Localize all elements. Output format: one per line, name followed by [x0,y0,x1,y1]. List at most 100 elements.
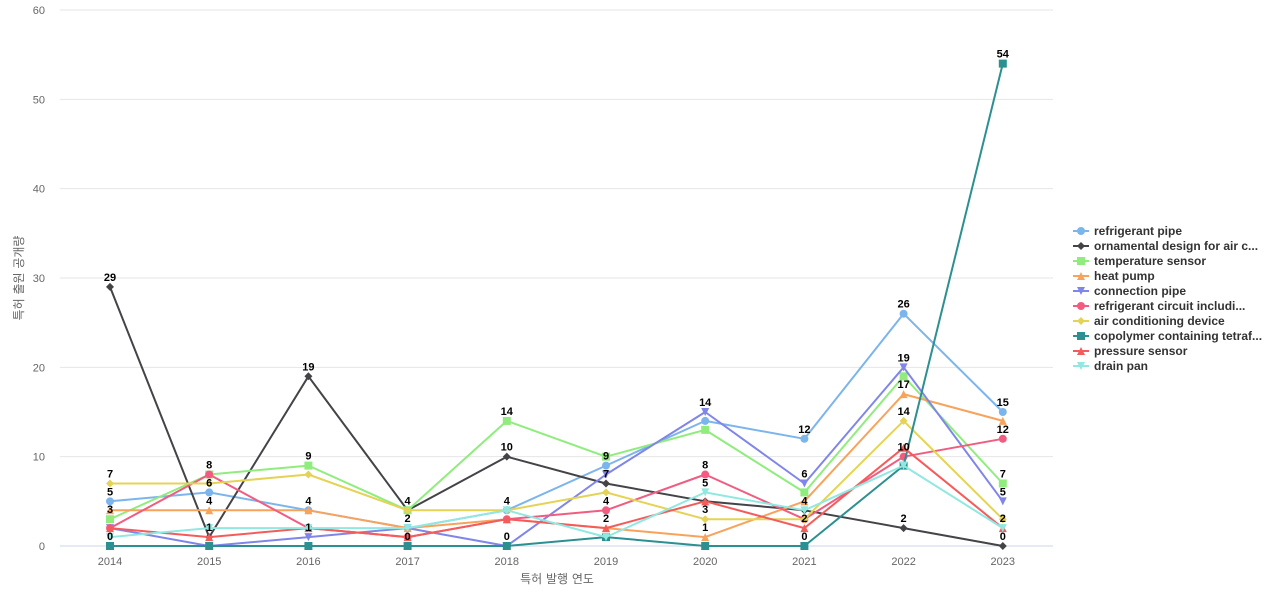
data-label: 5 [702,477,708,489]
legend-label: copolymer containing tetraf... [1094,329,1262,343]
legend-symbol [1077,227,1085,235]
legend-symbol [1077,272,1085,280]
data-point [205,488,214,497]
data-point [800,434,809,443]
data-point [998,479,1007,488]
data-point [800,488,809,497]
data-point [701,470,710,479]
data-point [998,408,1007,416]
data-point [205,524,214,533]
data-label: 15 [997,397,1009,409]
data-point [899,363,908,372]
data-label: 4 [206,495,213,507]
data-label: 2 [801,513,807,525]
data-point [602,470,610,479]
data-label: 8 [206,460,212,472]
y-axis-ticks: 0 10 20 30 40 50 60 [33,5,45,553]
data-point [403,542,412,550]
data-point [998,497,1007,506]
data-label: 14 [699,397,712,409]
data-label: 0 [107,531,113,543]
legend-item[interactable]: temperature sensor [1073,254,1206,268]
data-label: 2 [901,513,907,525]
x-tick-label: 2015 [197,556,221,568]
data-label: 8 [702,460,708,472]
data-point [106,533,114,542]
data-point [899,390,908,399]
data-point [701,408,710,416]
data-point [998,515,1007,524]
data-point [106,497,114,506]
legend-item[interactable]: drain pan [1073,359,1148,373]
data-label: 29 [104,272,116,284]
grid-lines [60,9,1053,458]
data-label: 2 [603,513,609,525]
legend-label: air conditioning device [1094,314,1225,328]
legend-symbol [1077,362,1085,370]
data-point [602,452,610,461]
data-point [998,524,1007,533]
data-point [701,425,710,434]
data-point [602,524,610,533]
y-tick-label: 30 [33,273,45,285]
data-label: 6 [801,468,807,480]
legend-item[interactable]: air conditioning device [1073,314,1225,328]
legend-symbol [1077,317,1085,325]
data-label: 4 [305,495,312,507]
data-label: 4 [504,495,511,507]
data-label: 9 [305,451,311,463]
data-label: 17 [897,379,909,391]
data-label: 14 [501,406,514,418]
legend-item[interactable]: refrigerant pipe [1073,224,1182,238]
x-tick-label: 2017 [395,556,419,568]
legend-label: heat pump [1094,269,1155,283]
data-point [205,533,214,542]
series-7 [106,416,1007,524]
data-label: 10 [897,442,909,454]
x-tick-label: 2019 [594,556,618,568]
x-axis-title: 특허 발행 연도 [520,571,594,586]
x-tick-label: 2014 [98,556,122,568]
series-line [109,375,1004,521]
legend-symbol [1077,347,1085,355]
data-label: 12 [798,424,810,436]
data-label: 0 [405,531,411,543]
data-point [800,497,809,506]
x-axis-ticks: 2014 2015 2016 2017 2018 2019 2020 2021 2022 2023 [98,556,1015,568]
legend-item[interactable]: connection pipe [1073,284,1186,298]
series-line [109,286,1003,547]
data-point [998,416,1007,425]
data-label: 5 [1000,486,1006,498]
data-point [502,515,511,524]
data-point [106,479,114,488]
data-label: 3 [107,504,113,516]
series-line [109,366,1004,547]
data-point [205,470,214,479]
y-tick-label: 50 [33,94,45,106]
data-label: 4 [801,495,808,507]
y-tick-label: 40 [33,184,45,196]
legend-label: refrigerant pipe [1094,224,1182,238]
data-point [800,542,809,550]
data-point [502,416,511,425]
data-point [205,542,214,550]
legend-item[interactable]: refrigerant circuit includi... [1073,299,1245,313]
data-point [304,506,313,515]
data-label: 0 [1000,531,1006,543]
legend-item[interactable]: ornamental design for air c... [1073,239,1258,253]
legend-item[interactable]: copolymer containing tetraf... [1073,329,1262,343]
data-point [304,542,313,550]
data-label: 3 [702,504,708,516]
data-point [602,461,610,470]
data-point [403,506,412,515]
legend-item[interactable]: pressure sensor [1073,344,1188,358]
data-point [304,372,313,381]
data-point [304,461,313,470]
data-label: 4 [603,495,610,507]
data-label: 26 [897,299,909,311]
legend-item[interactable]: heat pump [1073,269,1155,283]
data-label: 14 [897,406,910,418]
x-tick-label: 2023 [991,556,1015,568]
data-label: 2 [405,513,411,525]
